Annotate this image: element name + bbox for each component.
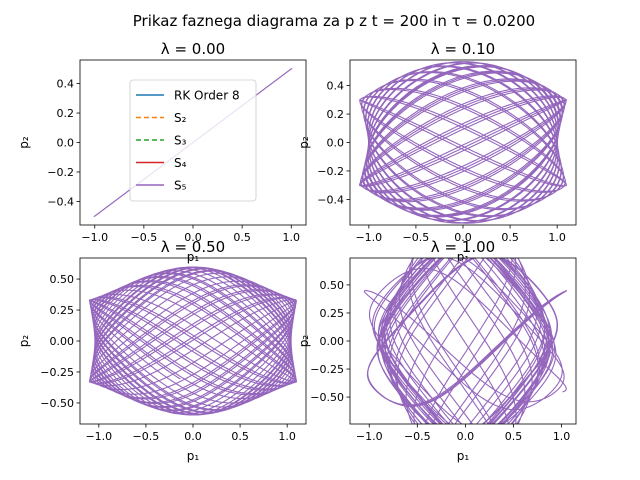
series-group: [88, 266, 298, 416]
subplot-panel: −1.0 −0.5 0.0 0.5 1.0 −0.50 −0.25 0.00 0.25 0.50 λ…: [297, 238, 577, 463]
y-axis-label: p₂: [297, 136, 311, 149]
y-tick-label: 0.2: [57, 107, 75, 120]
legend-label: S₅: [174, 179, 187, 193]
y-tick-label: 0.50: [50, 273, 75, 286]
subplot-grid: −1.0 −0.5 0.0 0.5 1.0 −0.4 −0.2 0.0 0.2 0.4 λ = 0.…: [17, 40, 577, 463]
x-tick-label: 1.0: [283, 231, 301, 244]
x-tick-label: 0.5: [505, 430, 523, 443]
y-tick-label: 0.50: [320, 279, 345, 292]
subplot-panel: −1.0 −0.5 0.0 0.5 1.0 −0.50 −0.25 0.00 0.25 0.50 λ…: [17, 238, 307, 463]
y-axis-label: p₂: [297, 335, 311, 348]
subplot-title: λ = 0.00: [161, 40, 225, 58]
x-tick-label: 1.0: [278, 430, 296, 443]
y-tick-label: 0.0: [327, 137, 345, 150]
y-axis-label: p₂: [17, 136, 31, 149]
y-tick-label: −0.4: [47, 195, 74, 208]
x-tick-label: −0.5: [131, 231, 158, 244]
y-tick-label: −0.4: [317, 193, 344, 206]
legend-label: S₂: [174, 111, 187, 125]
x-tick-label: −1.0: [355, 231, 382, 244]
x-tick-label: −1.0: [81, 231, 108, 244]
series-s5-trajectory: [358, 61, 568, 224]
x-axis-label: p₁: [187, 449, 200, 463]
y-tick-label: 0.00: [320, 335, 345, 348]
legend-box: [129, 79, 257, 202]
series-group: [358, 61, 568, 224]
subplot-panel: −1.0 −0.5 0.0 0.5 1.0 −0.4 −0.2 0.0 0.2 0.4 λ = 0.…: [17, 40, 307, 264]
figure-suptitle: Prikaz faznega diagrama za p z t = 200 i…: [133, 12, 535, 30]
subplot-title: λ = 0.10: [431, 40, 495, 58]
x-tick-label: −0.5: [403, 231, 430, 244]
y-tick-label: 0.4: [327, 80, 345, 93]
x-tick-label: 0.5: [231, 430, 249, 443]
x-tick-label: 0.0: [184, 430, 202, 443]
x-tick-label: 1.0: [553, 430, 571, 443]
x-tick-label: −0.5: [133, 430, 160, 443]
y-tick-label: −0.2: [317, 165, 344, 178]
x-axis-label: p₁: [187, 250, 200, 264]
legend-label: S₃: [174, 134, 187, 148]
series-s5-trajectory: [363, 258, 568, 424]
y-tick-label: −0.2: [47, 166, 74, 179]
y-tick-label: 0.25: [320, 307, 345, 320]
y-tick-label: −0.25: [310, 363, 344, 376]
y-tick-label: −0.50: [310, 391, 344, 404]
x-tick-label: −0.5: [404, 430, 431, 443]
legend-label: RK Order 8: [174, 89, 240, 103]
x-tick-label: 0.0: [184, 231, 202, 244]
x-axis-label: p₁: [457, 449, 470, 463]
x-tick-label: 0.5: [501, 231, 519, 244]
x-tick-label: 0.0: [454, 231, 472, 244]
y-tick-label: −0.50: [40, 397, 74, 410]
x-tick-label: 0.0: [457, 430, 475, 443]
y-tick-label: 0.2: [327, 108, 345, 121]
y-tick-label: 0.00: [50, 335, 75, 348]
series-s5-trajectory: [88, 266, 298, 416]
series-group: [363, 258, 568, 424]
legend-label: S₄: [174, 156, 187, 170]
x-tick-label: −1.0: [356, 430, 383, 443]
x-tick-label: 0.5: [233, 231, 251, 244]
y-axis-label: p₂: [17, 335, 31, 348]
subplot-title: λ = 1.00: [431, 238, 495, 256]
y-tick-label: 0.25: [50, 304, 75, 317]
x-tick-label: −1.0: [85, 430, 112, 443]
y-tick-label: 0.4: [57, 78, 75, 91]
legend: RK Order 8 S₂ S₃ S₄ S₅: [129, 79, 257, 202]
y-tick-label: −0.25: [40, 366, 74, 379]
subplot-title: λ = 0.50: [161, 238, 225, 256]
x-tick-label: 1.0: [548, 231, 566, 244]
y-tick-label: 0.0: [57, 137, 75, 150]
